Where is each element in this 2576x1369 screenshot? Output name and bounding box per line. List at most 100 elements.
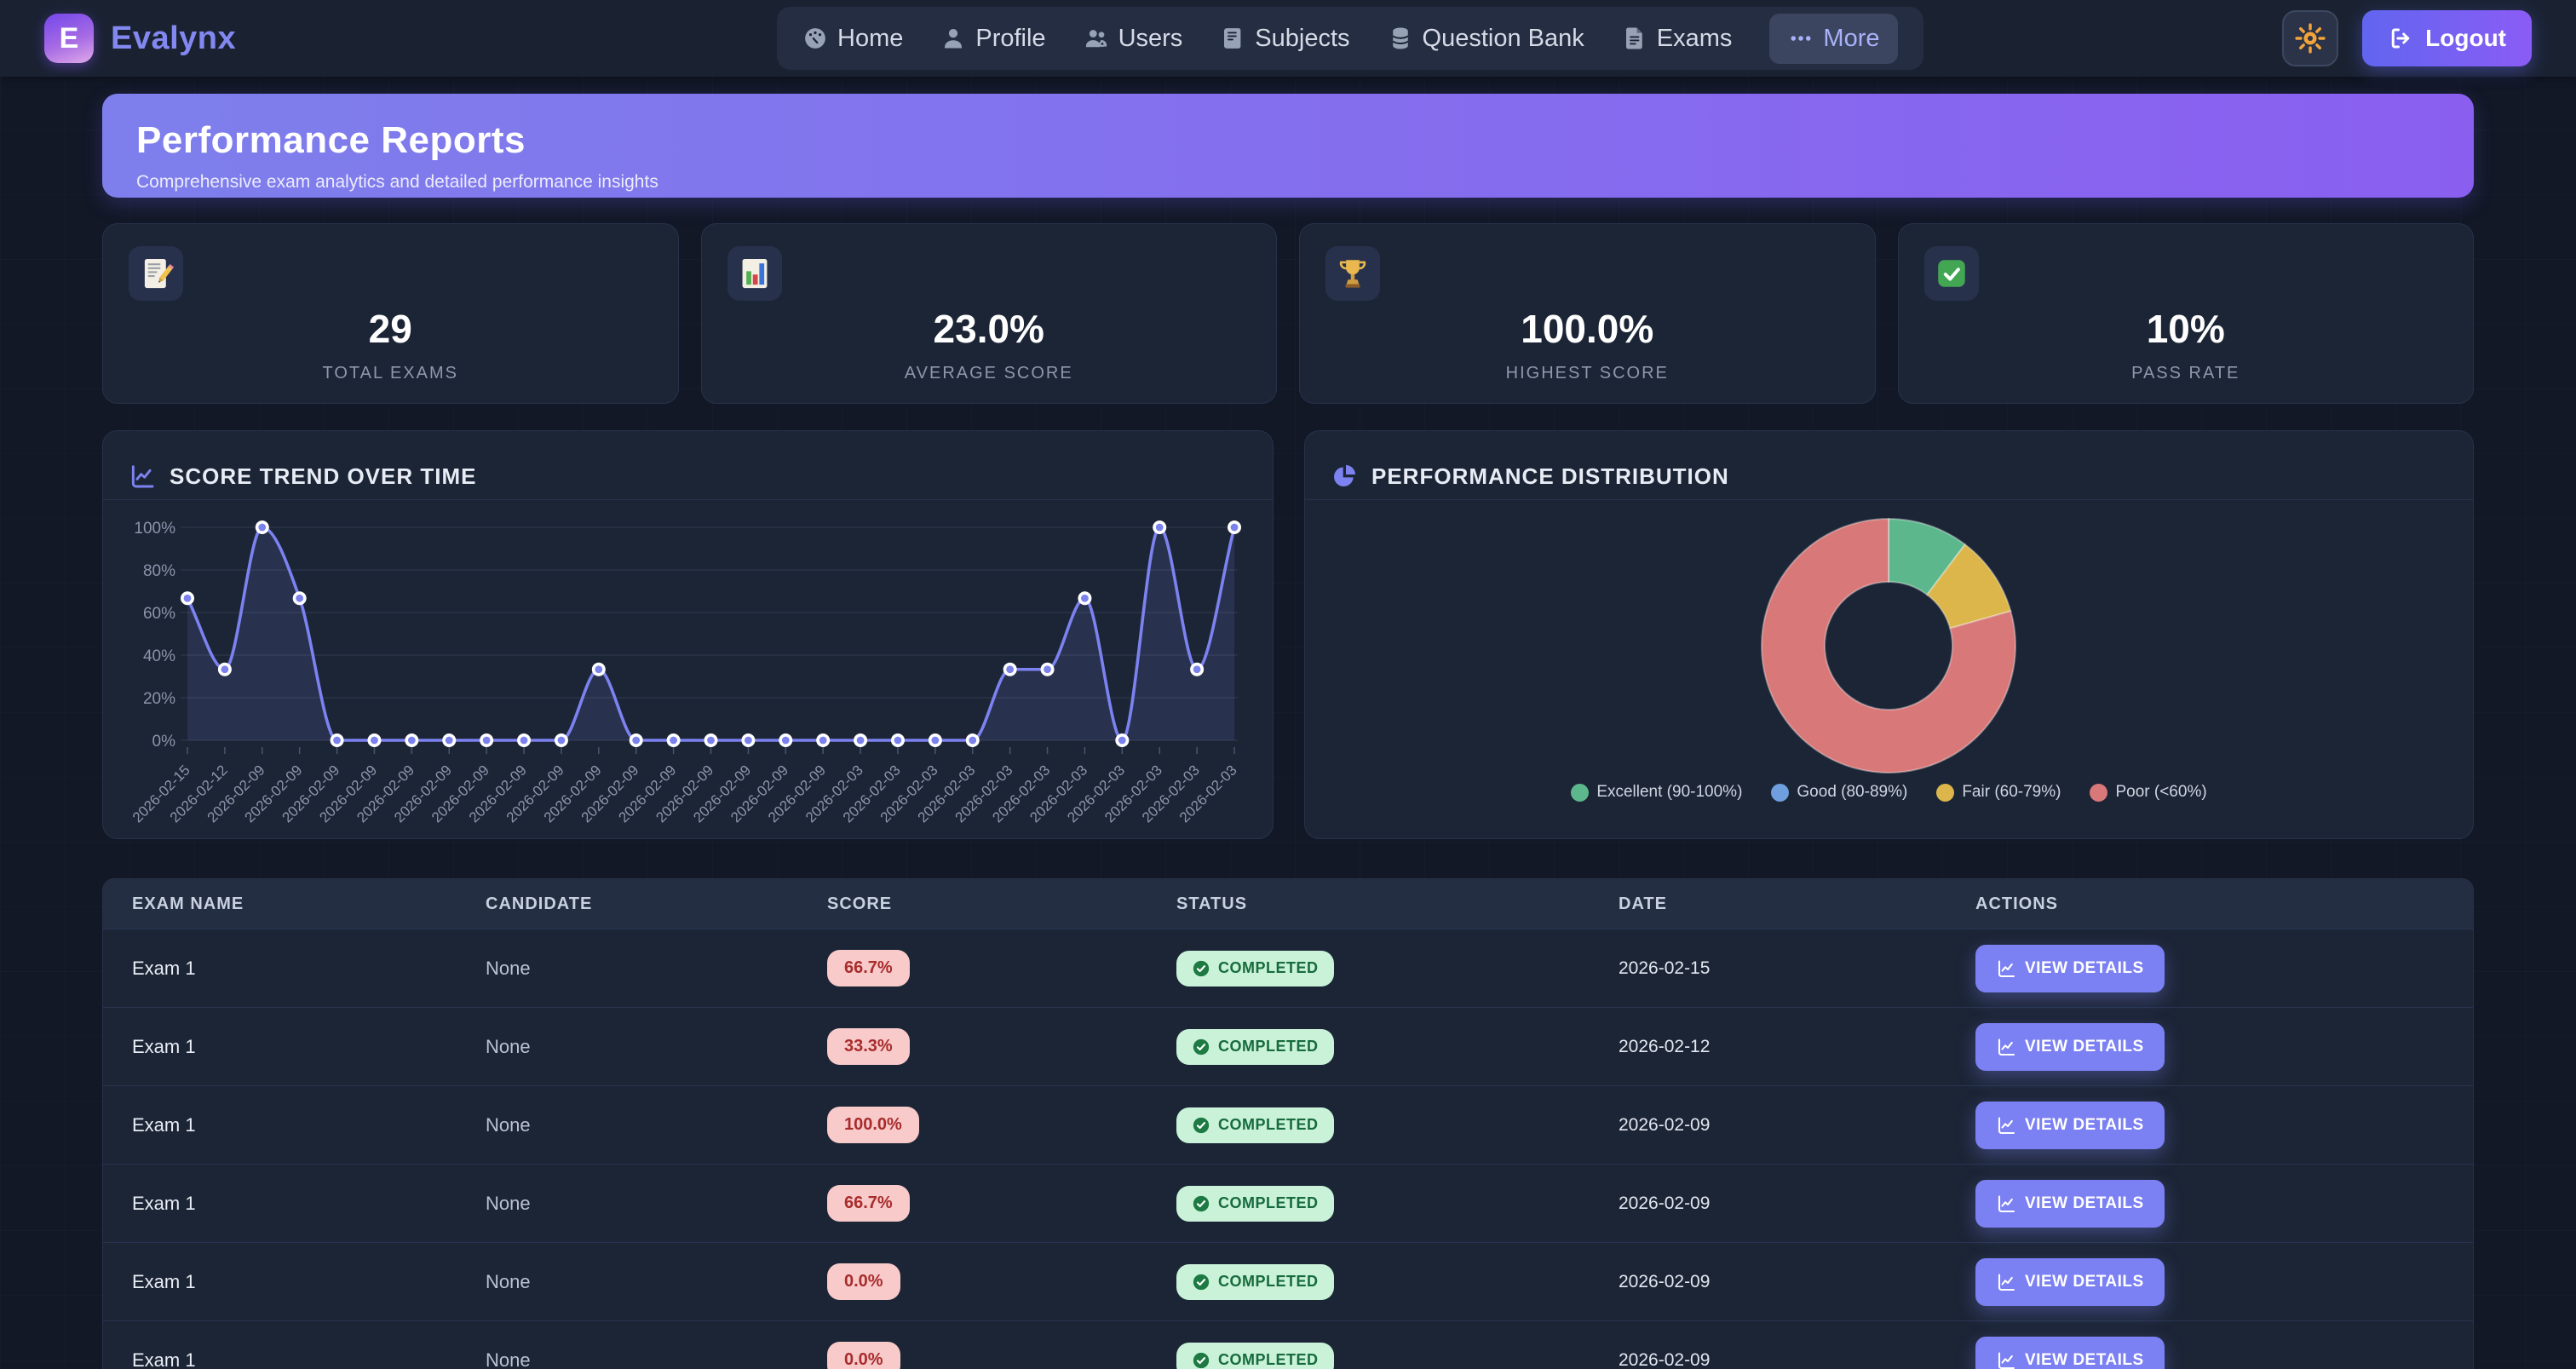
performance-distribution-header: PERFORMANCE DISTRIBUTION [1305,431,2473,499]
legend-color-dot [1771,783,1790,802]
score-trend-title: SCORE TREND OVER TIME [170,463,477,489]
exam-name-cell: Exam 1 [132,1192,196,1214]
table-row: Exam 1 None 0.0% COMPLETED 2026-02-09 VIEW DE… [103,1320,2473,1369]
table-body: Exam 1 None 66.7% COMPLETED 2026-02-15 VIEW D… [103,929,2473,1369]
app-name: Evalynx [111,20,237,56]
status-label: COMPLETED [1218,1194,1319,1211]
logout-icon [2388,26,2413,51]
date-cell: 2026-02-12 [1619,1036,1711,1056]
nav-item-exams[interactable]: Exams [1622,24,1733,53]
app-logo: E [44,14,94,63]
status-label: COMPLETED [1218,1116,1319,1133]
view-details-button[interactable]: VIEW DETAILS [1975,1101,2165,1149]
svg-text:100%: 100% [134,520,175,538]
score-badge: 0.0% [827,1342,900,1369]
nav-item-label: Users [1118,24,1183,52]
status-label: COMPLETED [1218,1038,1319,1055]
stat-label: AVERAGE SCORE [904,364,1073,383]
main-nav: Home Profile Users Subjects Question Bank Exa… [777,7,1924,70]
status-label: COMPLETED [1218,959,1319,976]
check-circle-icon [1192,1116,1210,1135]
view-details-label: VIEW DETAILS [2025,1194,2144,1212]
nav-item-more[interactable]: More [1769,13,1899,64]
users-icon [1084,26,1109,51]
bar-chart-icon [727,246,782,301]
view-details-button[interactable]: VIEW DETAILS [1975,1179,2165,1228]
sun-icon [2295,23,2326,54]
table-row: Exam 1 None 33.3% COMPLETED 2026-02-12 VIEW D… [103,1007,2473,1085]
nav-item-label: More [1823,24,1880,52]
score-badge: 66.7% [827,1185,910,1222]
nav-item-label: Question Bank [1422,24,1584,52]
brand: E Evalynx [44,14,236,63]
topbar-actions: Logout [2282,10,2532,66]
nav-item-question-bank[interactable]: Question Bank [1388,25,1584,53]
trophy-icon [1325,246,1380,301]
svg-text:40%: 40% [143,647,175,665]
view-chart-icon [1996,1194,2016,1214]
nav-item-users[interactable]: Users [1084,24,1183,53]
theme-toggle-button[interactable] [2282,10,2339,66]
date-cell: 2026-02-09 [1619,1349,1711,1369]
stat-card-average-score: 23.0% AVERAGE SCORE [700,223,1277,404]
stat-label: PASS RATE [2131,364,2240,383]
date-cell: 2026-02-09 [1619,1114,1711,1135]
stat-card-highest-score: 100.0% HIGHEST SCORE [1299,223,1876,404]
score-badge: 66.7% [827,950,910,986]
status-badge: COMPLETED [1176,950,1334,986]
page-subtitle: Comprehensive exam analytics and detaile… [136,172,658,192]
divider [103,499,1273,500]
table-row: Exam 1 None 100.0% COMPLETED 2026-02-09 VIEW … [103,1085,2473,1164]
exam-name-cell: Exam 1 [132,1349,196,1369]
view-details-button[interactable]: VIEW DETAILS [1975,1022,2165,1071]
exam-name-cell: Exam 1 [132,1270,196,1292]
view-details-label: VIEW DETAILS [2025,958,2144,977]
profile-icon [940,26,966,51]
table-row: Exam 1 None 66.7% COMPLETED 2026-02-09 VIEW D… [103,1164,2473,1242]
legend-label: Fair (60-79%) [1962,783,2061,801]
nav-item-profile[interactable]: Profile [940,24,1046,53]
nav-item-home[interactable]: Home [802,25,903,53]
view-chart-icon [1996,1115,2016,1136]
stats-row: 29 TOTAL EXAMS 23.0% AVERAGE SCORE 100.0% HIG… [102,223,2474,404]
stat-label: HIGHEST SCORE [1505,364,1669,383]
nav-item-label: Exams [1656,24,1733,52]
check-circle-icon [1192,1194,1210,1213]
candidate-cell: None [486,1349,531,1369]
status-badge: COMPLETED [1176,1342,1334,1369]
stat-value: 100.0% [1521,307,1654,351]
pie-chart-icon [1331,463,1358,490]
table-header-row: EXAM NAME CANDIDATE SCORE STATUS DATE ACTIONS [103,879,2473,929]
date-cell: 2026-02-09 [1619,1193,1711,1213]
stat-value: 10% [2146,307,2225,351]
column-header-date: DATE [1619,894,1667,913]
page-header-banner: Performance Reports Comprehensive exam a… [102,94,2474,198]
view-details-label: VIEW DETAILS [2025,1115,2144,1134]
score-badge: 33.3% [827,1028,910,1065]
candidate-cell: None [486,1035,531,1057]
candidate-cell: None [486,1113,531,1136]
stat-card-pass-rate: 10% PASS RATE [1897,223,2474,404]
logout-button[interactable]: Logout [2362,10,2532,66]
view-details-button[interactable]: VIEW DETAILS [1975,1336,2165,1369]
charts-row: SCORE TREND OVER TIME 0% 20% 40% 60% 80% 100%… [102,430,2474,839]
question-bank-icon [1388,26,1413,51]
table-row: Exam 1 None 66.7% COMPLETED 2026-02-15 VIEW D… [103,929,2473,1007]
status-label: COMPLETED [1218,1273,1319,1290]
nav-item-label: Home [837,24,904,52]
view-details-button[interactable]: VIEW DETAILS [1975,944,2165,992]
status-badge: COMPLETED [1176,1185,1334,1222]
check-circle-icon [1192,959,1210,978]
date-cell: 2026-02-15 [1619,958,1711,978]
divider [1305,499,2473,500]
view-details-button[interactable]: VIEW DETAILS [1975,1257,2165,1306]
stat-value: 29 [368,307,412,351]
nav-item-subjects[interactable]: Subjects [1220,25,1350,53]
legend-item-fair-60-79-: Fair (60-79%) [1936,783,2061,802]
column-header-status: STATUS [1176,894,1248,913]
page-title: Performance Reports [136,119,526,161]
status-badge: COMPLETED [1176,1028,1334,1065]
legend-label: Good (80-89%) [1797,783,1908,801]
legend-label: Poor (<60%) [2115,783,2207,801]
nav-item-label: Profile [975,24,1046,52]
